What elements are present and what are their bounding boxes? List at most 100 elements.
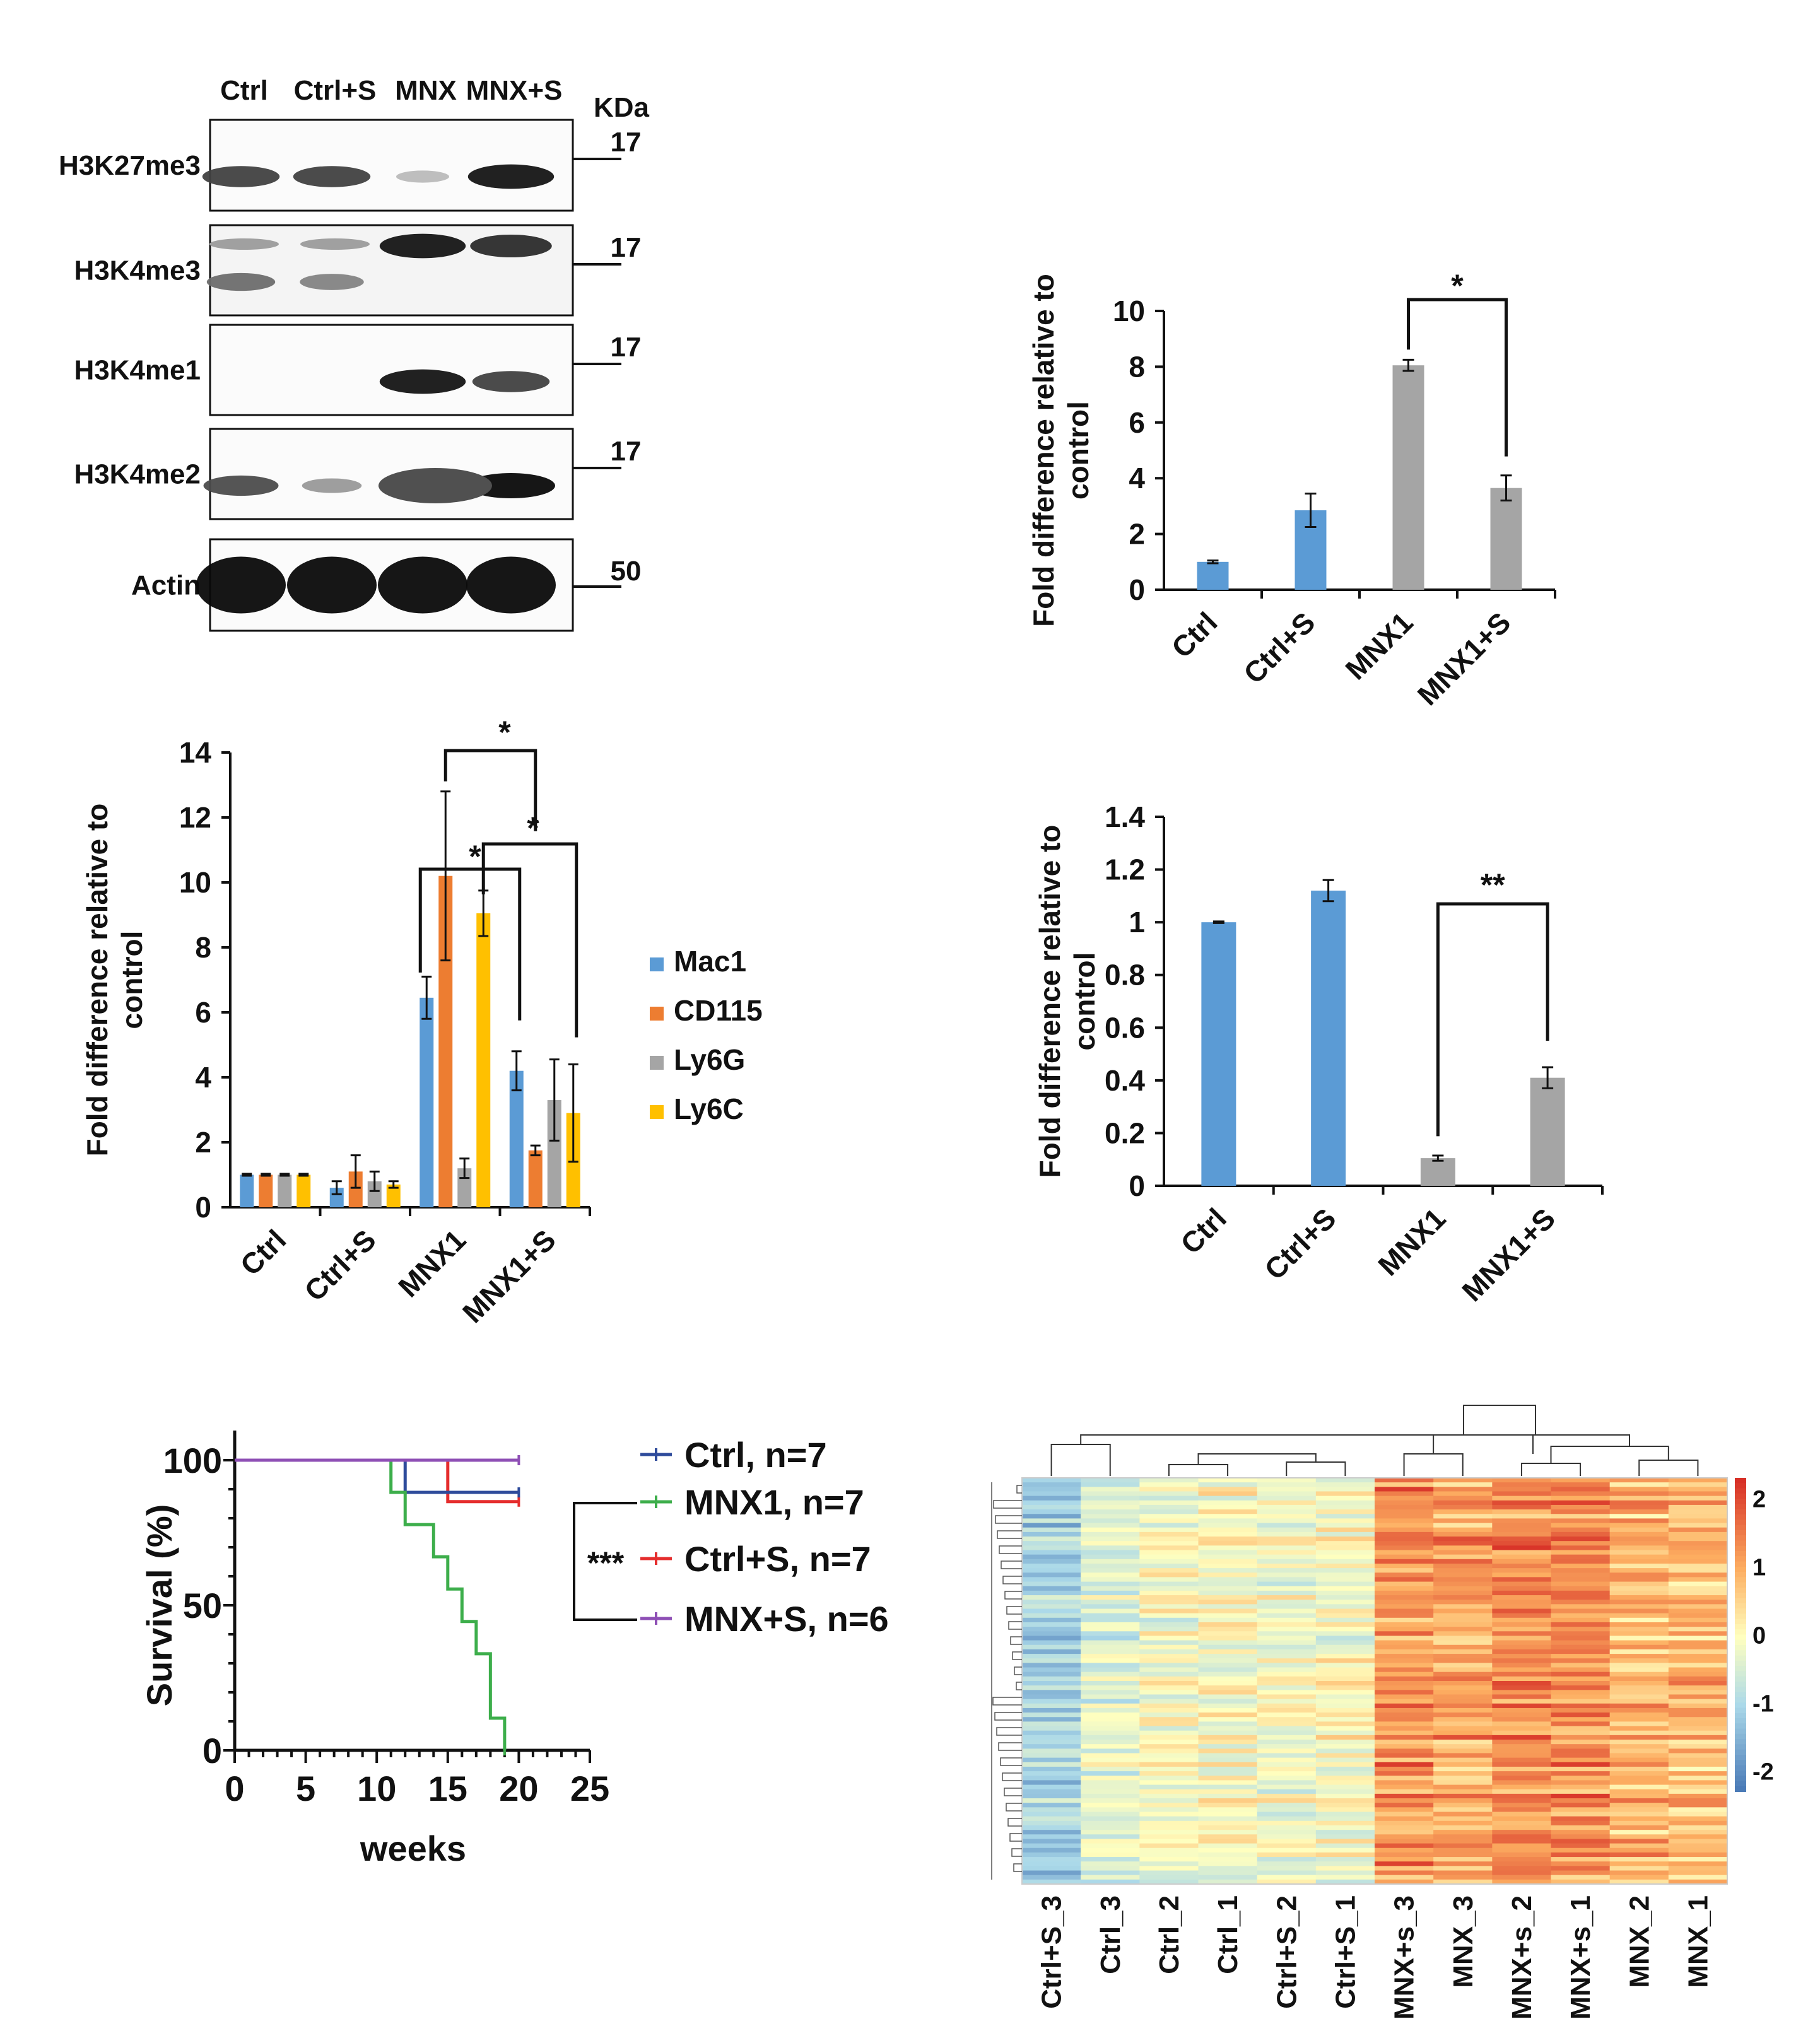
heatmap-cell (1551, 1500, 1611, 1506)
heatmap-cell (1492, 1649, 1551, 1654)
heatmap-cell (1081, 1541, 1140, 1546)
heatmap-cell (1609, 1514, 1669, 1519)
heatmap-cell (1198, 1631, 1258, 1636)
significance-bracket (443, 749, 537, 831)
heatmap-cell (1433, 1721, 1493, 1727)
heatmap-cell (1609, 1798, 1669, 1803)
heatmap-cell (1257, 1784, 1317, 1790)
heatmap-cell (1315, 1491, 1375, 1497)
heatmap-cell (1609, 1771, 1669, 1776)
heatmap-cell (1257, 1771, 1317, 1776)
heatmap-cell (1375, 1545, 1434, 1550)
heatmap-cell (1198, 1663, 1258, 1668)
heatmap-cell (1492, 1735, 1551, 1740)
heatmap-cell (1315, 1694, 1375, 1700)
blot-row-label-Actin: Actin (131, 570, 201, 601)
heatmap-cell (1551, 1640, 1611, 1646)
heatmap-cell (1081, 1694, 1140, 1700)
heatmap-cell (1257, 1654, 1317, 1659)
heatmap-cell (1375, 1857, 1434, 1862)
heatmap-cell (1198, 1586, 1258, 1591)
x-tick-label: 5 (296, 1769, 315, 1808)
heatmap-cell (1375, 1816, 1434, 1822)
heatmap-cell (1492, 1861, 1551, 1866)
heatmap-cell (1609, 1627, 1669, 1632)
heatmap-cell (1022, 1554, 1081, 1560)
heatmap-cell (1139, 1730, 1199, 1736)
heatmap-cell (1198, 1514, 1258, 1519)
heatmap-cell (1375, 1690, 1434, 1695)
heatmap-cell (1492, 1748, 1551, 1753)
y-tick-label: 10 (179, 866, 211, 899)
heatmap-cell (1609, 1793, 1669, 1799)
heatmap-cell (1492, 1482, 1551, 1487)
heatmap-cell (1551, 1658, 1611, 1663)
heatmap-cell (1198, 1744, 1258, 1749)
heatmap-cell (1668, 1640, 1728, 1646)
heatmap-cell (1139, 1500, 1199, 1506)
heatmap-cell (1081, 1622, 1140, 1627)
heatmap-cell (1315, 1478, 1375, 1483)
heatmap-cell (1257, 1559, 1317, 1564)
bar-MNX1 (1420, 1158, 1455, 1186)
heatmap-cell (1198, 1523, 1258, 1528)
heatmap-cell (1139, 1820, 1199, 1826)
heatmap-cell (1492, 1830, 1551, 1835)
heatmap-cell (1198, 1875, 1258, 1880)
heatmap-cell (1022, 1857, 1081, 1862)
heatmap-cell (1433, 1735, 1493, 1740)
heatmap-cell (1198, 1613, 1258, 1619)
heatmap-cell (1375, 1762, 1434, 1767)
heatmap-cell (1375, 1559, 1434, 1564)
colorbar-segment (1735, 1514, 1746, 1521)
heatmap-cell (1315, 1707, 1375, 1713)
heatmap-cell (1139, 1690, 1199, 1695)
heatmap-cell (1081, 1491, 1140, 1497)
heatmap-cell (1139, 1757, 1199, 1763)
heatmap-cell (1433, 1784, 1493, 1790)
heatmap-cell (1375, 1803, 1434, 1808)
heatmap-cell (1668, 1703, 1728, 1709)
colorbar-segment (1735, 1765, 1746, 1771)
heatmap-cell (1492, 1685, 1551, 1690)
heatmap-cell (1375, 1717, 1434, 1722)
heatmap-cell (1198, 1816, 1258, 1822)
heatmap-cell (1492, 1812, 1551, 1817)
heatmap-cell (1375, 1740, 1434, 1745)
heatmap-cell (1257, 1644, 1317, 1650)
heatmap-cell (1668, 1509, 1728, 1514)
heatmap-cell (1375, 1550, 1434, 1555)
heatmap-cell (1375, 1735, 1434, 1740)
heatmap-cell (1433, 1820, 1493, 1826)
heatmap-cell (1139, 1509, 1199, 1514)
heatmap-cell (1198, 1617, 1258, 1623)
heatmap-cell (1022, 1663, 1081, 1668)
heatmap-cell (1609, 1586, 1669, 1591)
heatmap-cell (1609, 1550, 1669, 1555)
heatmap-cell (1668, 1487, 1728, 1492)
colorbar-segment (1735, 1577, 1746, 1583)
heatmap-cell (1081, 1595, 1140, 1600)
heatmap-cell (1315, 1834, 1375, 1839)
row-dendrogram-branch (994, 1712, 1022, 1721)
heatmap-cell (1551, 1676, 1611, 1682)
heatmap-cell (1551, 1852, 1611, 1858)
blot-band-H3K4me3-Ctrl (206, 272, 276, 291)
heatmap-cell (1609, 1595, 1669, 1600)
heatmap-cell (1139, 1545, 1199, 1550)
heatmap-cell (1139, 1654, 1199, 1659)
heatmap-cell (1609, 1784, 1669, 1790)
heatmap-cell (1198, 1658, 1258, 1663)
blot-band-upper-Ctrl (209, 238, 279, 250)
heatmap-cell (1668, 1866, 1728, 1871)
x-axis-label: weeks (360, 1829, 466, 1868)
heatmap-cell (1492, 1721, 1551, 1727)
colorbar-segment (1735, 1624, 1746, 1630)
bar-Ly6G-Ctrl+S (367, 1181, 382, 1207)
heatmap-cell (1022, 1487, 1081, 1492)
heatmap-cell (1609, 1496, 1669, 1501)
colorbar-segment (1735, 1519, 1746, 1526)
colorbar-segment (1735, 1561, 1746, 1567)
heatmap-cell (1257, 1590, 1317, 1596)
x-tick-label: MNX1 (1339, 606, 1419, 686)
